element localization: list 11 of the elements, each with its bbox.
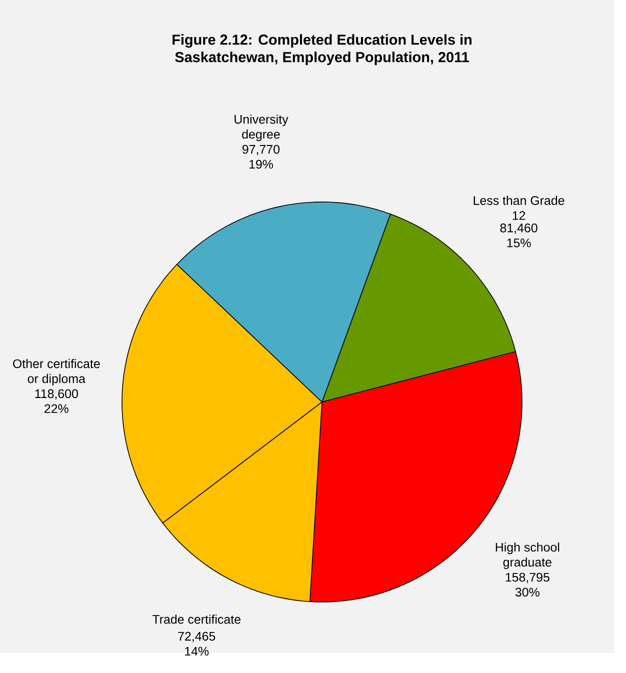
slice-label: University degree [234, 114, 288, 142]
slice-label: Less than Grade 12 [474, 196, 564, 220]
data-label: 118,600 22% [35, 389, 78, 414]
data-label: 97,770 19% [242, 144, 280, 169]
slice-label: High school graduate [496, 542, 560, 570]
slice-label: Other certificate or diploma [13, 358, 100, 386]
data-label: 81,460 15% [500, 224, 538, 248]
chart-title: Figure 2.12: Completed Education Levels in Saskatchewan, Employed Population, 2011 [172, 34, 472, 66]
slice-label: Trade certificate [152, 614, 240, 624]
data-label: 72,465 14% [178, 632, 216, 656]
data-label: 158,795 30% [506, 572, 550, 597]
